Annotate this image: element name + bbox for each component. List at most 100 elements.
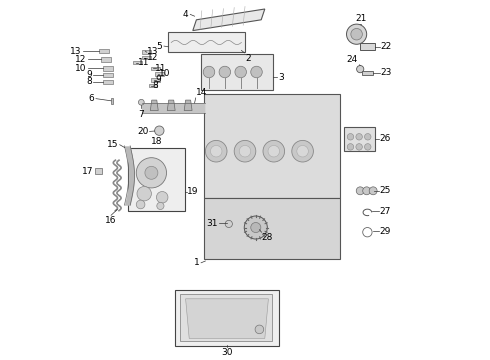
Circle shape <box>203 66 215 78</box>
Circle shape <box>225 220 232 228</box>
Polygon shape <box>186 299 269 338</box>
Text: 7: 7 <box>139 110 144 119</box>
Bar <box>344 127 374 151</box>
Text: 14: 14 <box>196 88 207 97</box>
Circle shape <box>263 140 285 162</box>
Text: 29: 29 <box>379 227 391 236</box>
Bar <box>168 32 245 52</box>
Circle shape <box>356 187 364 195</box>
Text: 13: 13 <box>70 47 81 56</box>
Text: 3: 3 <box>278 73 284 82</box>
Circle shape <box>157 202 164 210</box>
Circle shape <box>363 187 370 195</box>
Bar <box>151 67 160 70</box>
Text: 17: 17 <box>81 166 93 176</box>
Text: 5: 5 <box>156 42 162 51</box>
Text: 24: 24 <box>346 55 357 64</box>
Text: 19: 19 <box>187 187 198 196</box>
Bar <box>180 294 272 341</box>
Text: 16: 16 <box>105 216 117 225</box>
Bar <box>204 94 340 198</box>
Text: 13: 13 <box>147 47 158 56</box>
Circle shape <box>234 140 256 162</box>
Text: 8: 8 <box>152 81 158 90</box>
Circle shape <box>351 28 363 40</box>
Circle shape <box>357 66 364 73</box>
Bar <box>128 148 185 211</box>
Text: 9: 9 <box>155 76 161 85</box>
Circle shape <box>292 140 314 162</box>
Bar <box>362 71 373 75</box>
Circle shape <box>346 24 367 44</box>
Bar <box>99 49 109 53</box>
Text: 15: 15 <box>107 140 118 149</box>
Text: 23: 23 <box>380 68 392 77</box>
Circle shape <box>205 140 227 162</box>
Text: 26: 26 <box>379 135 391 144</box>
Circle shape <box>137 186 151 201</box>
Text: 21: 21 <box>355 14 367 23</box>
Text: 2: 2 <box>245 54 250 63</box>
Text: 30: 30 <box>221 348 233 357</box>
Text: 25: 25 <box>379 186 391 195</box>
Bar <box>101 57 111 62</box>
Bar <box>151 78 160 82</box>
Polygon shape <box>193 9 265 31</box>
Text: 6: 6 <box>89 94 95 103</box>
Text: 28: 28 <box>262 233 273 242</box>
Polygon shape <box>184 100 192 111</box>
Bar <box>103 80 113 84</box>
Polygon shape <box>150 100 158 111</box>
Bar <box>111 98 113 104</box>
Circle shape <box>136 158 167 188</box>
Circle shape <box>255 325 264 334</box>
Text: 10: 10 <box>75 64 87 73</box>
Text: 20: 20 <box>137 127 148 136</box>
Circle shape <box>219 66 231 78</box>
Bar <box>103 66 113 71</box>
Circle shape <box>210 145 222 157</box>
Text: 11: 11 <box>155 64 166 73</box>
Circle shape <box>268 145 280 157</box>
Text: 8: 8 <box>86 77 92 86</box>
Circle shape <box>365 134 371 140</box>
Text: 11: 11 <box>138 58 149 67</box>
Bar <box>155 72 164 76</box>
Circle shape <box>369 187 377 195</box>
Circle shape <box>251 66 262 78</box>
Text: 10: 10 <box>159 69 171 78</box>
Circle shape <box>155 126 164 135</box>
Text: 31: 31 <box>206 219 218 228</box>
Bar <box>360 43 375 50</box>
Polygon shape <box>167 100 175 111</box>
Circle shape <box>245 216 268 239</box>
Circle shape <box>139 99 144 105</box>
Circle shape <box>347 134 354 140</box>
Text: 9: 9 <box>86 71 92 80</box>
Text: 1: 1 <box>194 258 200 267</box>
Text: 27: 27 <box>379 207 391 216</box>
Bar <box>95 168 102 174</box>
Circle shape <box>156 192 168 203</box>
Circle shape <box>239 145 251 157</box>
Circle shape <box>356 134 363 140</box>
Text: 22: 22 <box>380 42 391 51</box>
Circle shape <box>235 66 246 78</box>
Circle shape <box>136 200 145 209</box>
Text: 4: 4 <box>183 10 189 19</box>
Bar <box>201 54 273 90</box>
Bar <box>204 198 340 259</box>
Bar <box>143 56 151 59</box>
Bar <box>103 73 113 77</box>
Bar <box>148 84 157 87</box>
Text: 12: 12 <box>147 53 158 62</box>
Bar <box>143 50 151 54</box>
Circle shape <box>251 222 261 233</box>
Text: 12: 12 <box>75 55 87 64</box>
Circle shape <box>297 145 308 157</box>
Circle shape <box>365 144 371 150</box>
Text: 18: 18 <box>151 137 162 146</box>
Bar <box>175 290 279 346</box>
Circle shape <box>347 144 354 150</box>
Circle shape <box>356 144 363 150</box>
